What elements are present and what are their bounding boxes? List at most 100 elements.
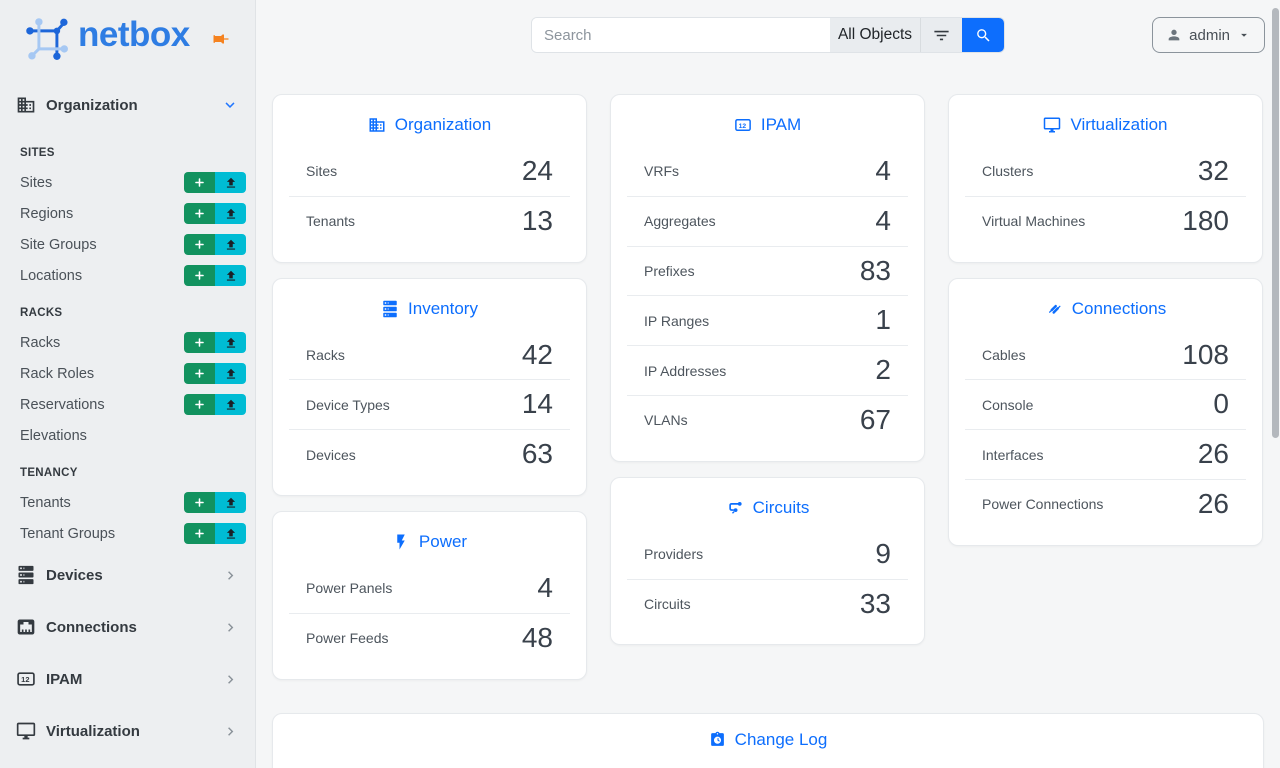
- stat-label[interactable]: Power Panels: [306, 580, 393, 597]
- stat-value[interactable]: 9: [875, 537, 891, 569]
- stat-label[interactable]: Racks: [306, 346, 345, 363]
- stat-label[interactable]: Aggregates: [644, 213, 716, 230]
- sidebar-item-elevations[interactable]: Elevations: [0, 420, 255, 451]
- import-button[interactable]: [215, 203, 246, 224]
- brand[interactable]: netbox: [0, 0, 255, 70]
- add-button[interactable]: [184, 394, 215, 415]
- search-scope-select[interactable]: All Objects: [830, 18, 920, 52]
- stat-value[interactable]: 48: [521, 621, 553, 653]
- pin-sidebar-icon[interactable]: [212, 30, 230, 48]
- sidebar-item-label: Organization: [46, 96, 138, 114]
- account-icon: [1168, 29, 1180, 41]
- sidebar-item-connections[interactable]: Connections: [0, 601, 255, 653]
- stat-value[interactable]: 32: [1197, 155, 1229, 186]
- import-button[interactable]: [215, 363, 246, 384]
- stat-label[interactable]: Device Types: [306, 396, 390, 413]
- stat-label[interactable]: Clusters: [982, 163, 1034, 180]
- sidebar-item-sites[interactable]: Sites: [0, 167, 255, 198]
- stat-value[interactable]: 26: [1197, 487, 1229, 519]
- stat-label[interactable]: Virtual Machines: [982, 213, 1086, 230]
- stat-label[interactable]: Power Connections: [982, 496, 1104, 513]
- sidebar-item-regions[interactable]: Regions: [0, 198, 255, 229]
- card-title: Inventory: [289, 293, 570, 331]
- import-button[interactable]: [215, 234, 246, 255]
- import-button[interactable]: [215, 172, 246, 193]
- card-title: Change Log: [289, 724, 1247, 762]
- stat-value[interactable]: 14: [521, 388, 553, 420]
- stat-value[interactable]: 2: [875, 354, 891, 386]
- user-menu-button[interactable]: admin: [1152, 17, 1265, 53]
- svg-text:12: 12: [21, 675, 29, 684]
- stat-label[interactable]: IP Addresses: [644, 362, 727, 379]
- search-input[interactable]: [532, 18, 830, 52]
- stat-value[interactable]: 13: [521, 204, 553, 236]
- stat-value[interactable]: 24: [521, 155, 553, 186]
- import-button[interactable]: [215, 523, 246, 544]
- stat-label[interactable]: Cables: [982, 346, 1026, 363]
- stat-value[interactable]: 4: [875, 204, 891, 236]
- sidebar-item-tenant-groups[interactable]: Tenant Groups: [0, 518, 255, 549]
- sidebar-section-header-sites: SITES: [20, 147, 55, 159]
- main-area: All Objects admin OrganizationSites24Ten…: [256, 0, 1280, 768]
- stat-value[interactable]: 83: [859, 254, 891, 286]
- stat-value[interactable]: 4: [537, 571, 553, 603]
- sidebar-item-ipam[interactable]: 12 IPAM: [0, 653, 255, 705]
- add-button[interactable]: [184, 203, 215, 224]
- stat-label[interactable]: Interfaces: [982, 446, 1044, 463]
- sidebar-item-label: IPAM: [46, 670, 83, 688]
- search-submit-button[interactable]: [962, 18, 1004, 52]
- stat-value[interactable]: 0: [1213, 388, 1229, 420]
- import-button[interactable]: [215, 492, 246, 513]
- stat-value[interactable]: 1: [875, 304, 891, 336]
- sidebar-item-racks[interactable]: Racks: [0, 327, 255, 358]
- add-button[interactable]: [184, 523, 215, 544]
- stat-value[interactable]: 67: [859, 403, 891, 435]
- import-button[interactable]: [215, 332, 246, 353]
- sidebar-item-devices[interactable]: Devices: [0, 549, 255, 601]
- sidebar-item-tenants[interactable]: Tenants: [0, 487, 255, 518]
- card-power: Power Power Panels 4 Power Feeds 48: [272, 510, 587, 680]
- import-button[interactable]: [215, 394, 246, 415]
- stat-label[interactable]: Power Feeds: [306, 630, 389, 647]
- add-button[interactable]: [184, 172, 215, 193]
- add-button[interactable]: [184, 492, 215, 513]
- sidebar-item-reservations[interactable]: Reservations: [0, 389, 255, 420]
- stat-label[interactable]: Prefixes: [644, 262, 695, 279]
- card-connections: Connections Cables 108 Console 0 Interfaces 26…: [948, 277, 1263, 546]
- stat-label[interactable]: Providers: [644, 546, 704, 563]
- sidebar-item-rack-roles[interactable]: Rack Roles: [0, 358, 255, 389]
- add-button[interactable]: [184, 332, 215, 353]
- stat-label[interactable]: Sites: [306, 163, 338, 180]
- filter-button[interactable]: [920, 18, 962, 52]
- stat-value[interactable]: 180: [1182, 204, 1229, 236]
- import-button[interactable]: [215, 265, 246, 286]
- stat-value[interactable]: 4: [875, 155, 891, 186]
- stat-value[interactable]: 108: [1182, 338, 1229, 370]
- page-scrollbar[interactable]: [1272, 0, 1280, 768]
- sidebar-item-locations[interactable]: Locations: [0, 260, 255, 291]
- stat-label[interactable]: Tenants: [306, 213, 356, 230]
- card-title-text: Circuits: [752, 497, 810, 517]
- stat-value[interactable]: 26: [1197, 438, 1229, 470]
- sidebar-item-label: Racks: [20, 334, 61, 351]
- filter-icon: [934, 30, 949, 40]
- sidebar-item-organization[interactable]: Organization: [0, 87, 255, 123]
- stat-value[interactable]: 42: [521, 338, 553, 370]
- add-button[interactable]: [184, 363, 215, 384]
- stat-label[interactable]: Console: [982, 396, 1034, 413]
- stat-label[interactable]: Circuits: [644, 595, 691, 612]
- scrollbar-thumb[interactable]: [1272, 8, 1279, 438]
- sidebar-item-virtualization[interactable]: Virtualization: [0, 705, 255, 757]
- stat-label[interactable]: Devices: [306, 446, 356, 463]
- stat-value[interactable]: 33: [859, 587, 891, 619]
- card-title: Organization: [289, 109, 570, 147]
- add-button[interactable]: [184, 234, 215, 255]
- add-button[interactable]: [184, 265, 215, 286]
- sidebar-item-label: Sites: [20, 174, 53, 191]
- plus-icon: [193, 336, 206, 349]
- stat-label[interactable]: IP Ranges: [644, 312, 710, 329]
- stat-label[interactable]: VRFs: [644, 163, 679, 180]
- sidebar-item-site-groups[interactable]: Site Groups: [0, 229, 255, 260]
- stat-label[interactable]: VLANs: [644, 412, 688, 429]
- stat-value[interactable]: 63: [521, 438, 553, 470]
